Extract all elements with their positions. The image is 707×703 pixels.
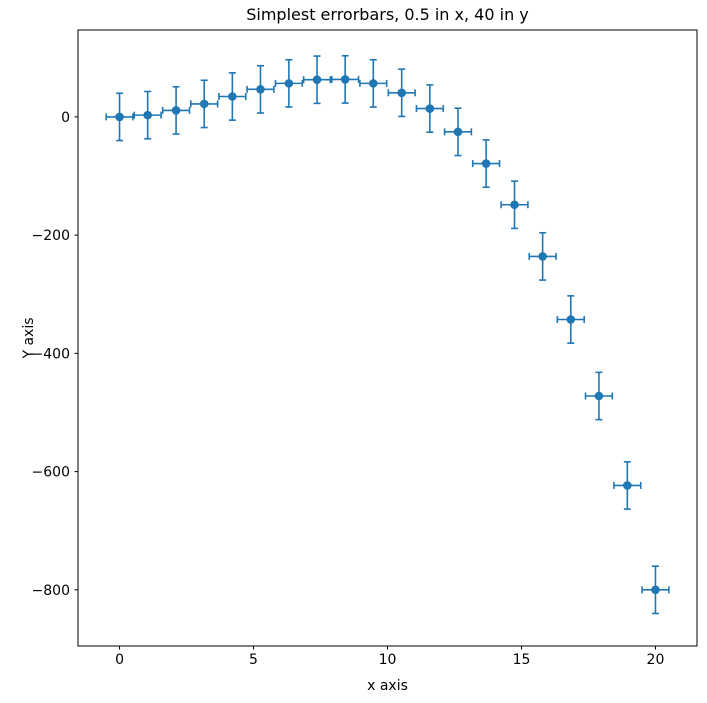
- errorbar-point: [584, 371, 614, 421]
- errorbar-point: [302, 55, 332, 105]
- data-point-marker: [368, 79, 378, 88]
- x-tick-label: 20: [647, 652, 665, 668]
- data-point-marker: [510, 200, 519, 210]
- errorbar-series: [105, 54, 670, 615]
- x-tick-label: 0: [115, 652, 124, 668]
- x-axis-label: x axis: [367, 678, 408, 694]
- data-point-marker: [566, 315, 576, 324]
- errorbar-point: [218, 72, 247, 121]
- data-point-marker: [284, 79, 294, 88]
- chart-title: Simplest errorbars, 0.5 in x, 40 in y: [246, 5, 529, 24]
- y-axis-label: Y axis: [21, 317, 37, 359]
- errorbar-point: [556, 295, 585, 344]
- errorbar-point: [274, 58, 304, 108]
- x-tick-label: 10: [379, 652, 397, 668]
- errorbar-point: [330, 54, 360, 104]
- data-point-marker: [115, 112, 124, 122]
- y-axis-ticks: 0 −200 −400 −600 −800: [32, 110, 78, 599]
- errorbar-point: [528, 231, 557, 281]
- data-point-marker: [481, 159, 491, 168]
- y-tick-label: −600: [32, 465, 70, 481]
- data-point-marker: [228, 92, 237, 101]
- x-tick-label: 15: [513, 652, 531, 668]
- data-point-marker: [453, 127, 463, 137]
- data-point-marker: [538, 252, 547, 261]
- x-axis-ticks: 0 5 10 15 20: [115, 646, 664, 668]
- data-point-marker: [397, 88, 407, 98]
- data-point-marker: [143, 110, 152, 120]
- y-tick-label: −200: [32, 228, 70, 244]
- errorbar-point: [105, 92, 134, 142]
- errorbar-point: [133, 90, 162, 140]
- data-point-marker: [623, 481, 632, 490]
- x-tick-label: 5: [249, 652, 258, 668]
- errorbar-point: [641, 565, 670, 615]
- data-point-marker: [312, 75, 322, 85]
- y-tick-label: 0: [61, 110, 70, 126]
- errorbar-point: [500, 180, 529, 230]
- data-point-marker: [171, 106, 181, 115]
- errorbar-point: [359, 58, 388, 108]
- data-point-marker: [256, 85, 265, 94]
- y-tick-label: −800: [32, 583, 70, 599]
- errorbar-point: [613, 460, 642, 510]
- data-point-marker: [199, 99, 209, 109]
- data-point-marker: [594, 391, 604, 401]
- plot-area-spines: [77, 29, 698, 647]
- errorbar-point: [443, 107, 473, 157]
- errorbar-point: [161, 85, 191, 135]
- data-point-marker: [651, 585, 660, 595]
- errorbar-point: [190, 79, 219, 129]
- y-tick-label: −400: [32, 346, 70, 362]
- data-point-marker: [340, 75, 350, 84]
- errorbar-point: [246, 64, 275, 114]
- data-point-marker: [425, 104, 435, 113]
- errorbar-point: [471, 139, 501, 188]
- errorbar-point: [415, 84, 445, 134]
- errorbar-point: [387, 68, 416, 118]
